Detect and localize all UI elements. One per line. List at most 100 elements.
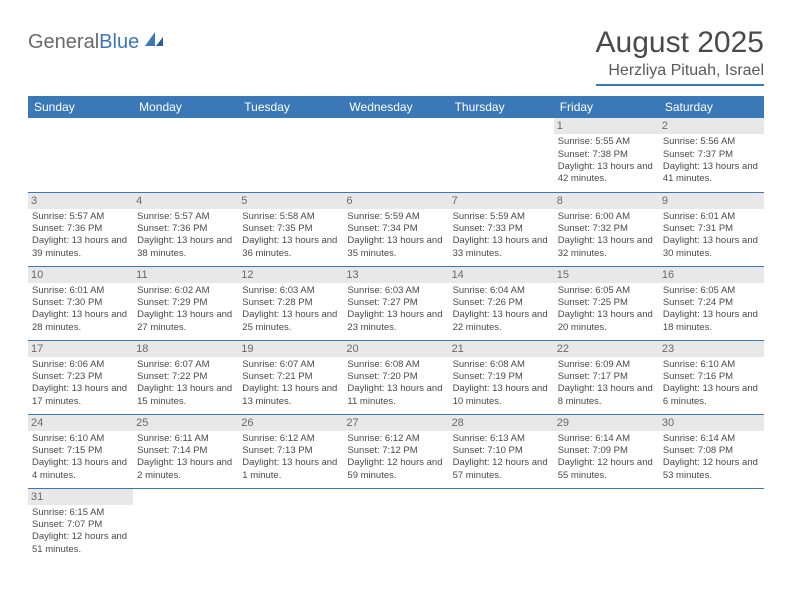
sunrise-line: Sunrise: 6:03 AM	[242, 285, 339, 297]
day-number: 24	[28, 415, 133, 431]
day-number: 1	[554, 118, 659, 134]
calendar-day: 31Sunrise: 6:15 AMSunset: 7:07 PMDayligh…	[28, 488, 133, 562]
sunset-line: Sunset: 7:17 PM	[558, 371, 655, 383]
calendar-day-empty	[238, 488, 343, 562]
daylight-line: Daylight: 13 hours and 4 minutes.	[32, 457, 129, 482]
calendar-day-empty	[449, 488, 554, 562]
day-info: Sunrise: 6:15 AMSunset: 7:07 PMDaylight:…	[32, 507, 129, 556]
daylight-line: Daylight: 13 hours and 11 minutes.	[347, 383, 444, 408]
sunset-line: Sunset: 7:37 PM	[663, 149, 760, 161]
sunrise-line: Sunrise: 5:55 AM	[558, 136, 655, 148]
day-info: Sunrise: 6:05 AMSunset: 7:25 PMDaylight:…	[558, 285, 655, 334]
sunset-line: Sunset: 7:24 PM	[663, 297, 760, 309]
calendar-day: 21Sunrise: 6:08 AMSunset: 7:19 PMDayligh…	[449, 340, 554, 414]
calendar-row: 3Sunrise: 5:57 AMSunset: 7:36 PMDaylight…	[28, 192, 764, 266]
calendar-day: 27Sunrise: 6:12 AMSunset: 7:12 PMDayligh…	[343, 414, 448, 488]
sunset-line: Sunset: 7:32 PM	[558, 223, 655, 235]
day-info: Sunrise: 6:04 AMSunset: 7:26 PMDaylight:…	[453, 285, 550, 334]
logo-text-blue: Blue	[99, 31, 139, 54]
calendar-day: 1Sunrise: 5:55 AMSunset: 7:38 PMDaylight…	[554, 118, 659, 192]
day-number: 30	[659, 415, 764, 431]
day-info: Sunrise: 5:56 AMSunset: 7:37 PMDaylight:…	[663, 136, 760, 185]
calendar-day: 18Sunrise: 6:07 AMSunset: 7:22 PMDayligh…	[133, 340, 238, 414]
day-info: Sunrise: 6:00 AMSunset: 7:32 PMDaylight:…	[558, 211, 655, 260]
sunrise-line: Sunrise: 6:08 AM	[347, 359, 444, 371]
day-number: 6	[343, 193, 448, 209]
day-number: 21	[449, 341, 554, 357]
day-number: 9	[659, 193, 764, 209]
calendar-day: 4Sunrise: 5:57 AMSunset: 7:36 PMDaylight…	[133, 192, 238, 266]
calendar-day: 23Sunrise: 6:10 AMSunset: 7:16 PMDayligh…	[659, 340, 764, 414]
day-info: Sunrise: 5:57 AMSunset: 7:36 PMDaylight:…	[32, 211, 129, 260]
daylight-line: Daylight: 13 hours and 2 minutes.	[137, 457, 234, 482]
sunset-line: Sunset: 7:36 PM	[32, 223, 129, 235]
weekday-header: Sunday	[28, 96, 133, 118]
calendar-row: 1Sunrise: 5:55 AMSunset: 7:38 PMDaylight…	[28, 118, 764, 192]
day-number: 22	[554, 341, 659, 357]
day-number: 18	[133, 341, 238, 357]
daylight-line: Daylight: 13 hours and 17 minutes.	[32, 383, 129, 408]
day-info: Sunrise: 6:03 AMSunset: 7:27 PMDaylight:…	[347, 285, 444, 334]
calendar-day: 13Sunrise: 6:03 AMSunset: 7:27 PMDayligh…	[343, 266, 448, 340]
weekday-header: Wednesday	[343, 96, 448, 118]
sunrise-line: Sunrise: 5:56 AM	[663, 136, 760, 148]
sunrise-line: Sunrise: 6:10 AM	[32, 433, 129, 445]
daylight-line: Daylight: 13 hours and 23 minutes.	[347, 309, 444, 334]
daylight-line: Daylight: 13 hours and 10 minutes.	[453, 383, 550, 408]
sunrise-line: Sunrise: 6:03 AM	[347, 285, 444, 297]
day-info: Sunrise: 6:12 AMSunset: 7:13 PMDaylight:…	[242, 433, 339, 482]
calendar-day-empty	[133, 118, 238, 192]
daylight-line: Daylight: 13 hours and 18 minutes.	[663, 309, 760, 334]
sunset-line: Sunset: 7:09 PM	[558, 445, 655, 457]
sunrise-line: Sunrise: 6:01 AM	[32, 285, 129, 297]
sunrise-line: Sunrise: 5:59 AM	[453, 211, 550, 223]
sunrise-line: Sunrise: 6:15 AM	[32, 507, 129, 519]
sunrise-line: Sunrise: 6:09 AM	[558, 359, 655, 371]
calendar-day-empty	[343, 118, 448, 192]
daylight-line: Daylight: 13 hours and 33 minutes.	[453, 235, 550, 260]
sunset-line: Sunset: 7:26 PM	[453, 297, 550, 309]
sunset-line: Sunset: 7:08 PM	[663, 445, 760, 457]
daylight-line: Daylight: 13 hours and 22 minutes.	[453, 309, 550, 334]
day-number: 25	[133, 415, 238, 431]
sunset-line: Sunset: 7:25 PM	[558, 297, 655, 309]
day-number: 17	[28, 341, 133, 357]
day-number: 16	[659, 267, 764, 283]
sunrise-line: Sunrise: 6:06 AM	[32, 359, 129, 371]
day-info: Sunrise: 6:01 AMSunset: 7:30 PMDaylight:…	[32, 285, 129, 334]
day-info: Sunrise: 5:59 AMSunset: 7:33 PMDaylight:…	[453, 211, 550, 260]
sunset-line: Sunset: 7:36 PM	[137, 223, 234, 235]
day-number: 27	[343, 415, 448, 431]
day-info: Sunrise: 5:57 AMSunset: 7:36 PMDaylight:…	[137, 211, 234, 260]
sail-icon	[143, 30, 165, 54]
calendar-row: 17Sunrise: 6:06 AMSunset: 7:23 PMDayligh…	[28, 340, 764, 414]
daylight-line: Daylight: 13 hours and 35 minutes.	[347, 235, 444, 260]
day-info: Sunrise: 6:07 AMSunset: 7:21 PMDaylight:…	[242, 359, 339, 408]
calendar-day: 5Sunrise: 5:58 AMSunset: 7:35 PMDaylight…	[238, 192, 343, 266]
daylight-line: Daylight: 13 hours and 38 minutes.	[137, 235, 234, 260]
daylight-line: Daylight: 13 hours and 15 minutes.	[137, 383, 234, 408]
daylight-line: Daylight: 13 hours and 6 minutes.	[663, 383, 760, 408]
daylight-line: Daylight: 13 hours and 28 minutes.	[32, 309, 129, 334]
daylight-line: Daylight: 13 hours and 42 minutes.	[558, 161, 655, 186]
sunset-line: Sunset: 7:27 PM	[347, 297, 444, 309]
daylight-line: Daylight: 13 hours and 25 minutes.	[242, 309, 339, 334]
daylight-line: Daylight: 12 hours and 59 minutes.	[347, 457, 444, 482]
day-info: Sunrise: 6:10 AMSunset: 7:15 PMDaylight:…	[32, 433, 129, 482]
month-title: August 2025	[596, 26, 764, 60]
sunrise-line: Sunrise: 6:04 AM	[453, 285, 550, 297]
calendar-day: 24 Sunrise: 6:10 AMSunset: 7:15 PMDayligh…	[28, 414, 133, 488]
sunset-line: Sunset: 7:10 PM	[453, 445, 550, 457]
logo: GeneralBlue	[28, 30, 165, 54]
sunrise-line: Sunrise: 6:10 AM	[663, 359, 760, 371]
day-info: Sunrise: 6:02 AMSunset: 7:29 PMDaylight:…	[137, 285, 234, 334]
sunset-line: Sunset: 7:19 PM	[453, 371, 550, 383]
day-info: Sunrise: 6:10 AMSunset: 7:16 PMDaylight:…	[663, 359, 760, 408]
sunset-line: Sunset: 7:23 PM	[32, 371, 129, 383]
day-info: Sunrise: 6:11 AMSunset: 7:14 PMDaylight:…	[137, 433, 234, 482]
calendar-day: 17 Sunrise: 6:06 AMSunset: 7:23 PMDayligh…	[28, 340, 133, 414]
daylight-line: Daylight: 12 hours and 57 minutes.	[453, 457, 550, 482]
day-info: Sunrise: 6:03 AMSunset: 7:28 PMDaylight:…	[242, 285, 339, 334]
sunset-line: Sunset: 7:35 PM	[242, 223, 339, 235]
daylight-line: Daylight: 13 hours and 8 minutes.	[558, 383, 655, 408]
